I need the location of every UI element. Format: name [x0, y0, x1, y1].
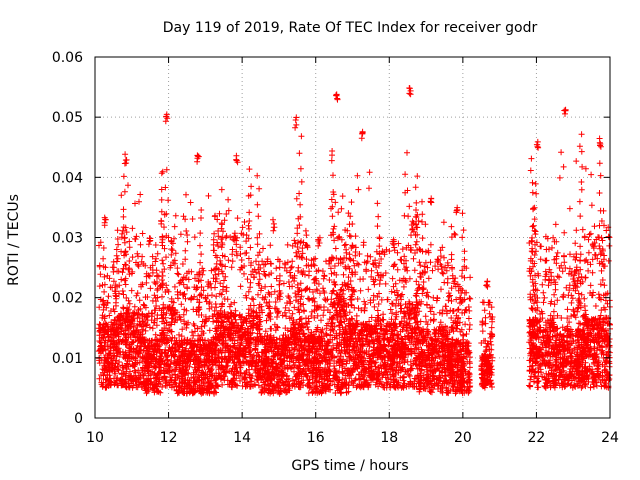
- chart-title: Day 119 of 2019, Rate Of TEC Index for r…: [163, 20, 538, 36]
- axis-ticks: [94, 56, 611, 419]
- x-tick-label: 12: [160, 430, 178, 446]
- data-points: [95, 85, 613, 397]
- x-tick-label: 24: [601, 430, 619, 446]
- x-axis-label: GPS time / hours: [291, 458, 408, 474]
- y-tick-label: 0.01: [52, 351, 83, 367]
- x-tick-label: 18: [380, 430, 398, 446]
- y-tick-label: 0.05: [52, 110, 83, 126]
- x-tick-labels: 10 12 14 16 18 20 22 24: [86, 430, 619, 446]
- y-tick-label: 0.04: [52, 170, 83, 186]
- y-tick-labels: 0 0.01 0.02 0.03 0.04 0.05 0.06: [52, 50, 83, 427]
- x-tick-label: 14: [233, 430, 251, 446]
- x-tick-label: 22: [528, 430, 546, 446]
- y-tick-label: 0.02: [52, 291, 83, 307]
- x-tick-label: 20: [454, 430, 472, 446]
- y-tick-label: 0: [74, 411, 83, 427]
- roti-points: [95, 85, 613, 397]
- x-tick-label: 10: [86, 430, 104, 446]
- y-axis-label: ROTI / TECUs: [6, 194, 22, 286]
- y-tick-label: 0.06: [52, 50, 83, 66]
- y-tick-label: 0.03: [52, 231, 83, 247]
- x-tick-label: 16: [307, 430, 325, 446]
